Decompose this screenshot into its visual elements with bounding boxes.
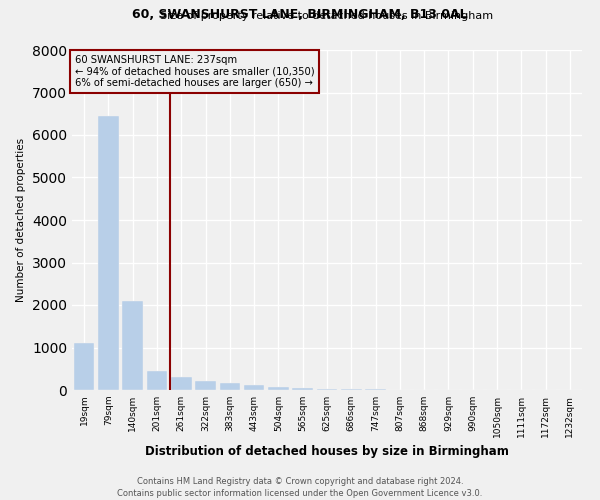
Bar [244, 386, 265, 390]
Bar [74, 343, 94, 390]
Bar [341, 389, 362, 390]
Bar [195, 380, 216, 390]
Text: 60, SWANSHURST LANE, BIRMINGHAM, B13 0AL: 60, SWANSHURST LANE, BIRMINGHAM, B13 0AL [132, 8, 468, 20]
Title: Size of property relative to detached houses in Birmingham: Size of property relative to detached ho… [160, 12, 494, 22]
X-axis label: Distribution of detached houses by size in Birmingham: Distribution of detached houses by size … [145, 446, 509, 458]
Bar [146, 371, 167, 390]
Bar [317, 388, 337, 390]
Bar [122, 300, 143, 390]
Text: Contains HM Land Registry data © Crown copyright and database right 2024.
Contai: Contains HM Land Registry data © Crown c… [118, 476, 482, 498]
Bar [292, 388, 313, 390]
Bar [268, 387, 289, 390]
Text: 60 SWANSHURST LANE: 237sqm
← 94% of detached houses are smaller (10,350)
6% of s: 60 SWANSHURST LANE: 237sqm ← 94% of deta… [74, 55, 314, 88]
Bar [220, 384, 240, 390]
Bar [171, 377, 191, 390]
Y-axis label: Number of detached properties: Number of detached properties [16, 138, 26, 302]
Bar [98, 116, 119, 390]
